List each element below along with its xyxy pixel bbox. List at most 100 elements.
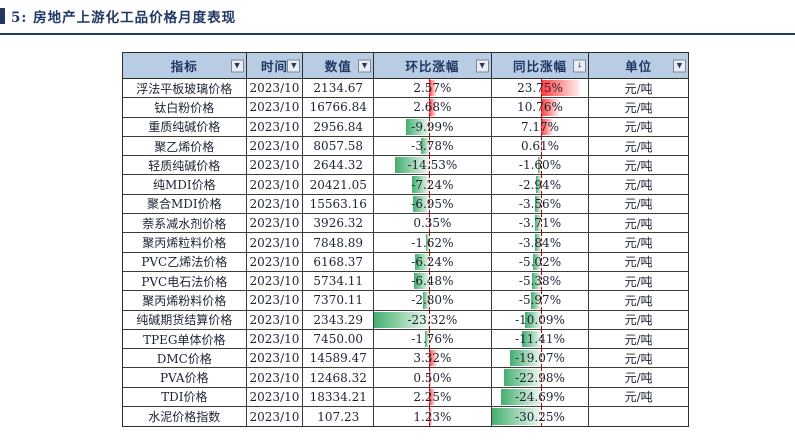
data-bar-axis	[429, 329, 431, 349]
cell-mom-change: 2.57%	[374, 79, 492, 98]
cell-unit: 元/吨	[624, 332, 653, 347]
cell-indicator: 钛白粉价格	[123, 98, 247, 117]
cell-time: 2023/10	[247, 407, 304, 427]
data-bar-axis	[540, 98, 542, 117]
negative-data-bar	[425, 234, 430, 251]
filter-dropdown-icon[interactable]: ▼	[287, 59, 301, 72]
column-header-value: 数值 ▼	[303, 53, 375, 78]
negative-data-bar	[491, 408, 541, 426]
cell-value: 7370.11	[303, 291, 375, 310]
cell-mom-change: -6.24%	[374, 252, 492, 271]
filter-dropdown-icon[interactable]: ▼	[475, 59, 489, 72]
cell-unit: 元/吨	[624, 351, 653, 366]
data-bar-axis	[540, 407, 542, 427]
percent-value: -1.60%	[518, 158, 562, 173]
table-row: 钛白粉价格 2023/10 16766.84 2.68% 10.76% 元/吨	[123, 98, 688, 118]
sort-filter-icon[interactable]: ↓	[573, 59, 587, 72]
data-bar-axis	[540, 329, 542, 349]
negative-data-bar	[374, 311, 430, 328]
negative-data-bar	[522, 330, 541, 348]
cell-time: 2023/10	[247, 368, 304, 387]
cell-yoy-change: -30.25%	[491, 407, 590, 427]
cell-unit: 元/吨	[624, 371, 653, 386]
cell-value: 2343.29	[303, 310, 375, 329]
data-bar-axis	[540, 387, 542, 407]
cell-time: 2023/10	[247, 156, 304, 175]
cell-indicator: 纯MDI价格	[123, 175, 247, 194]
data-bar-axis	[429, 117, 431, 136]
negative-data-bar	[420, 137, 430, 155]
cell-unit: 元/吨	[624, 158, 653, 173]
cell-mom-change: -2.80%	[374, 291, 492, 310]
cell-indicator: TDI价格	[123, 387, 247, 407]
filter-dropdown-icon[interactable]: ▼	[358, 59, 372, 72]
cell-indicator: DMC价格	[123, 349, 247, 368]
negative-data-bar	[534, 215, 541, 232]
column-header-yoy-change: 同比涨幅 ↓	[492, 53, 590, 78]
negative-data-bar	[394, 157, 430, 174]
cell-mom-change: -23.32%	[374, 310, 492, 329]
cell-yoy-change: -5.97%	[492, 291, 590, 310]
column-header-mom-change: 环比涨幅 ▼	[374, 53, 492, 78]
column-header-label: 时间	[260, 59, 288, 74]
cell-value: 14589.47	[303, 349, 375, 368]
data-bar-axis	[540, 194, 542, 214]
column-header-label: 环比涨幅	[405, 59, 460, 74]
negative-data-bar	[536, 176, 541, 193]
cell-yoy-change: -19.07%	[492, 349, 590, 368]
percent-value: -6.95%	[411, 196, 454, 211]
data-bar-axis	[429, 98, 431, 117]
cell-value: 6168.37	[303, 252, 375, 271]
percent-value: 2.25%	[413, 389, 452, 404]
cell-mom-change: -7.24%	[374, 175, 492, 194]
table-row: DMC价格 2023/10 14589.47 3.32% -19.07% 元/吨	[123, 349, 688, 369]
cell-mom-change: -9.99%	[374, 117, 492, 136]
cell-yoy-change: 0.61%	[492, 136, 590, 156]
cell-unit: 元/吨	[624, 81, 653, 96]
cell-mom-change: 0.35%	[374, 214, 492, 233]
data-bar-axis	[540, 156, 542, 175]
cell-unit: 元/吨	[624, 197, 653, 212]
percent-value: -1.76%	[411, 332, 454, 346]
cell-unit: 元/吨	[624, 293, 653, 308]
cell-time: 2023/10	[247, 79, 304, 98]
negative-data-bar	[524, 311, 541, 328]
negative-data-bar	[503, 369, 541, 386]
cell-mom-change: -1.76%	[374, 329, 492, 349]
cell-mom-change: 2.25%	[374, 387, 492, 407]
cell-yoy-change: 10.76%	[492, 98, 590, 117]
percent-value: -10.09%	[515, 312, 565, 327]
price-table: 指标 ▼ 时间 ▼ 数值 ▼ 环比涨幅 ▼ 同比涨幅 ↓ 单位 ▼ 浮法平板玻璃价格 2023/10 213…	[122, 52, 689, 428]
data-bar-axis	[540, 79, 542, 98]
filter-dropdown-icon[interactable]: ▼	[230, 59, 244, 72]
negative-data-bar	[414, 253, 430, 270]
percent-value: -7.24%	[411, 177, 454, 192]
cell-value: 20421.05	[303, 175, 375, 194]
positive-data-bar	[429, 408, 433, 426]
table-row: 水泥价格指数 2023/10 107.23 1.23% -30.25%	[123, 407, 688, 427]
negative-data-bar	[532, 253, 541, 270]
filter-dropdown-icon[interactable]: ▼	[672, 59, 686, 72]
percent-value: -6.24%	[411, 254, 454, 269]
cell-value: 18334.21	[303, 387, 375, 407]
cell-time: 2023/10	[247, 252, 304, 271]
data-bar-axis	[429, 291, 431, 310]
data-bar-axis	[429, 194, 431, 214]
cell-yoy-change: -11.41%	[492, 329, 590, 349]
percent-value: 0.35%	[413, 216, 452, 231]
percent-value: -3.78%	[411, 139, 454, 154]
cell-value: 16766.84	[303, 98, 375, 117]
percent-value: -5.38%	[518, 274, 562, 289]
positive-data-bar	[540, 99, 559, 116]
cell-indicator: 聚丙烯粒料价格	[123, 233, 247, 252]
percent-value: -1.62%	[411, 235, 454, 250]
data-bar-axis	[429, 79, 431, 98]
cell-value: 12468.32	[303, 368, 375, 387]
percent-value: 0.61%	[520, 139, 560, 154]
cell-time: 2023/10	[247, 175, 304, 194]
column-header-label: 单位	[625, 59, 653, 74]
cell-time: 2023/10	[247, 349, 304, 368]
cell-value: 7848.89	[303, 233, 375, 252]
negative-data-bar	[414, 272, 430, 290]
data-bar-axis	[540, 214, 542, 233]
